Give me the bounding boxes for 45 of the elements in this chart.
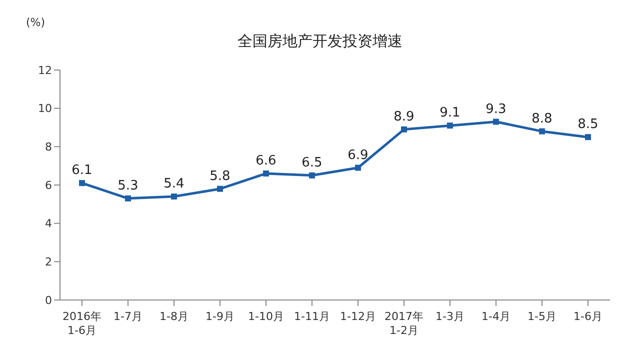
y-tick-label: 12 bbox=[38, 64, 52, 77]
y-tick-label: 6 bbox=[45, 178, 52, 192]
y-tick-label: 0 bbox=[45, 294, 52, 307]
point bbox=[493, 118, 499, 125]
x-tick-label: 1-11月 bbox=[294, 310, 330, 323]
data-label: 6.6 bbox=[256, 154, 276, 168]
data-label: 8.8 bbox=[532, 111, 552, 126]
x-tick-label: 2016年 1-6月 bbox=[62, 310, 102, 337]
chart-title: 全国房地产开发投资增速 bbox=[236, 32, 404, 51]
x-tick-label: 1-9月 bbox=[206, 310, 234, 323]
y-tick-label: 4 bbox=[45, 217, 52, 230]
x-tick-label: 1-10月 bbox=[248, 310, 284, 323]
y-tick-label: 2 bbox=[45, 256, 52, 269]
data-label: 6.1 bbox=[72, 163, 92, 178]
point bbox=[171, 194, 177, 200]
data-label: 8.9 bbox=[394, 109, 414, 124]
point bbox=[309, 172, 315, 178]
point bbox=[401, 126, 407, 132]
point bbox=[125, 195, 131, 202]
point bbox=[539, 128, 545, 134]
point bbox=[217, 186, 223, 192]
x-tick-label: 1-4月 bbox=[482, 310, 510, 323]
data-label: 9.1 bbox=[440, 106, 460, 121]
data-label: 5.8 bbox=[210, 168, 230, 184]
y-tick-label: 8 bbox=[45, 140, 52, 154]
x-tick-label: 1-3月 bbox=[436, 310, 464, 323]
y-tick-label: 10 bbox=[38, 102, 52, 116]
data-label: 6.9 bbox=[348, 148, 368, 163]
y-axis-title: (%) bbox=[26, 16, 46, 29]
x-tick-label: 1-12月 bbox=[340, 310, 376, 323]
point bbox=[585, 134, 591, 140]
x-tick-label: 1-7月 bbox=[114, 310, 142, 323]
data-label: 6.5 bbox=[302, 155, 322, 170]
data-label: 5.3 bbox=[118, 178, 138, 194]
point bbox=[355, 164, 361, 171]
point bbox=[263, 170, 269, 176]
point bbox=[447, 122, 453, 129]
data-label: 8.5 bbox=[578, 117, 598, 132]
point bbox=[79, 180, 85, 186]
x-tick-label: 2017年 1-2月 bbox=[384, 310, 424, 337]
data-label: 9.3 bbox=[486, 102, 506, 117]
x-tick-label: 1-8月 bbox=[160, 310, 188, 323]
x-tick-label: 1-6月 bbox=[574, 310, 602, 323]
data-label: 5.4 bbox=[164, 176, 184, 192]
x-tick-label: 1-5月 bbox=[528, 310, 556, 323]
